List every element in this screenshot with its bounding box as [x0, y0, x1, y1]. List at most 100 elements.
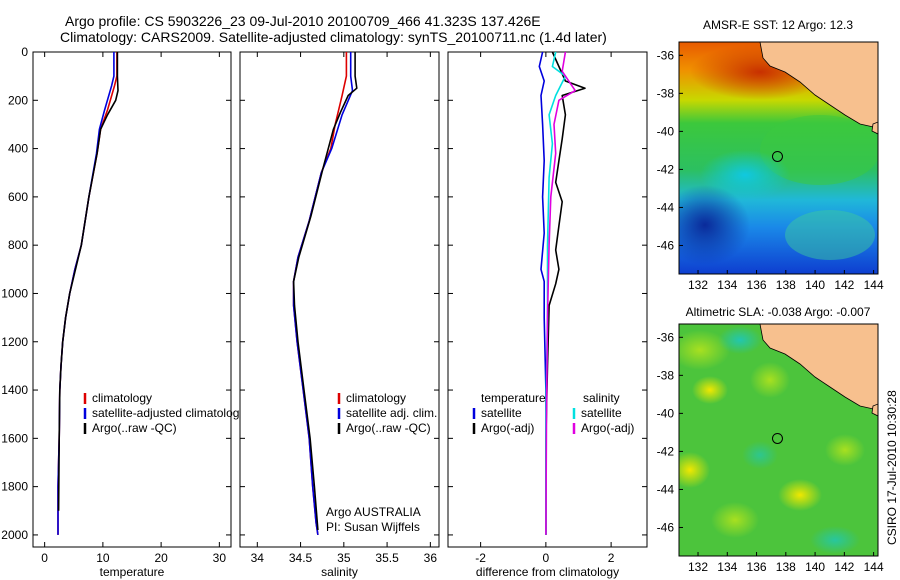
- sst-land-mainland: [759, 42, 878, 129]
- sla-map-xtick-label: 134: [717, 560, 737, 574]
- depth-tick-label: 600: [8, 190, 28, 204]
- sst-land-island: [871, 121, 878, 135]
- sla-map-frame: [678, 323, 879, 557]
- salinity-panel: 34 34.5 35 35.5 36 salinity climatologysatelli…: [239, 51, 440, 579]
- depth-tick-label: 2000: [1, 528, 28, 542]
- sla-yellow-patch-6: [711, 502, 759, 538]
- sst-map-argo-location-marker: [771, 150, 783, 162]
- sst-green-patch-south: [785, 210, 875, 260]
- figure-title-line2: Climatology: CARS2009. Satellite-adjuste…: [60, 29, 607, 45]
- sla-map-ytick-label: -46: [657, 520, 675, 534]
- sla-yellow-patch-3: [679, 452, 710, 488]
- sst-map-ytick-label: -40: [657, 124, 675, 138]
- difference-xtick-label: 2: [608, 551, 615, 565]
- sla-map-xtick-label: 132: [688, 560, 708, 574]
- depth-tick-label: 1000: [1, 286, 28, 300]
- sla-map-title: Altimetric SLA: -0.038 Argo: -0.007: [686, 305, 871, 319]
- sla-map-ytick-label: -38: [657, 368, 675, 382]
- sla-yellow-patch-1: [692, 376, 728, 404]
- salinity-xlabel: salinity: [321, 565, 358, 579]
- temperature-panel: 0 10 20 30 temperature 0 200 400 600 800 1000 1200 1…: [1, 45, 245, 579]
- sst-map-ytick-label: -44: [657, 200, 675, 214]
- temperature-xtick-label: 10: [96, 551, 110, 565]
- diff-legend-sal-argo-label: Argo(-adj): [581, 421, 634, 435]
- sst-map-ytick-label: -38: [657, 86, 675, 100]
- sla-map-ytick-label: -42: [657, 444, 675, 458]
- side-label: CSIRO 17-Jul-2010 10:30:28: [885, 390, 899, 545]
- depth-tick-label: 400: [8, 142, 28, 156]
- temperature-xlabel: temperature: [100, 565, 165, 579]
- sst-map-xtick-label: 138: [776, 278, 796, 292]
- depth-tick-label: 1800: [1, 480, 28, 494]
- sla-map-xtick-label: 144: [864, 560, 884, 574]
- argo-pi-label: PI: Susan Wijffels: [326, 520, 420, 534]
- sst-green-patch: [760, 115, 878, 185]
- depth-tick-label: 1200: [1, 335, 28, 349]
- difference-xtick-label: 0: [543, 551, 550, 565]
- sst-map-title: AMSR-E SST: 12 Argo: 12.3: [703, 18, 853, 32]
- temperature-xtick-label: 20: [154, 551, 168, 565]
- temperature-xtick-label: 30: [213, 551, 227, 565]
- sal-legend-climatology-label: climatology: [346, 391, 406, 405]
- temp-legend-satellite-label: satellite-adjusted climatology: [92, 406, 245, 420]
- sst-map-xtick-label: 132: [688, 278, 708, 292]
- salinity-xtick-label: 35.5: [375, 551, 399, 565]
- sst-map-xtick-label: 134: [717, 278, 737, 292]
- sla-map-xtick-label: 140: [805, 560, 825, 574]
- sla-yellow-patch-4: [778, 479, 822, 511]
- depth-tick-label: 200: [8, 93, 28, 107]
- sst-map-xtick-label: 144: [864, 278, 884, 292]
- sst-map-xtick-label: 136: [747, 278, 767, 292]
- sla-land-island: [871, 403, 878, 417]
- salinity-series-argo-raw-qc-: [292, 52, 358, 531]
- sla-yellow-patch-5: [825, 434, 865, 466]
- sal-legend-argo-label: Argo(..raw -QC): [346, 421, 431, 435]
- sst-map-xtick-label: 140: [805, 278, 825, 292]
- sla-yellow-patch-2: [750, 362, 790, 398]
- sst-map: AMSR-E SST: 12 Argo: 12.3: [679, 18, 878, 274]
- sst-map-xtick-label: 142: [834, 278, 854, 292]
- sst-map-ytick-label: -36: [657, 48, 675, 62]
- diff-legend-temp-argo-label: Argo(-adj): [481, 421, 534, 435]
- sla-map-xtick-label: 136: [747, 560, 767, 574]
- sst-map-ytick-label: -42: [657, 162, 675, 176]
- sla-map-ytick-label: -44: [657, 482, 675, 496]
- argo-program-label: Argo AUSTRALIA: [326, 505, 421, 519]
- temperature-xtick-label: 0: [41, 551, 48, 565]
- sla-map-argo-location-marker: [771, 432, 783, 444]
- difference-series-salinity-argo-adj-: [545, 51, 577, 535]
- depth-tick-label: 800: [8, 238, 28, 252]
- sla-cyan-patch-1: [718, 326, 762, 354]
- salinity-xtick-label: 35: [337, 551, 351, 565]
- sal-legend-satellite-label: satellite adj. clim.: [346, 406, 437, 420]
- depth-tick-label: 0: [21, 45, 28, 59]
- sla-cyan-patch-3: [742, 441, 778, 469]
- depth-tick-label: 1400: [1, 383, 28, 397]
- map-axes: 132 134 136 138 140 142 144 -36 -38 -40 -42 -44 -46 1…: [657, 41, 884, 574]
- sla-cyan-patch-2: [810, 526, 860, 554]
- sla-map-xtick-label: 142: [834, 560, 854, 574]
- temp-legend-climatology-label: climatology: [92, 391, 152, 405]
- salinity-xtick-label: 34: [251, 551, 265, 565]
- sla-map-xtick-label: 138: [776, 560, 796, 574]
- diff-legend-temp-title: temperature: [481, 391, 546, 405]
- depth-tick-label: 1600: [1, 431, 28, 445]
- temp-legend-argo-label: Argo(..raw -QC): [92, 421, 177, 435]
- diff-legend-temp-satellite-label: satellite: [481, 406, 522, 420]
- diff-legend-sal-title: salinity: [583, 391, 620, 405]
- sla-map: Altimetric SLA: -0.038 Argo: -0.007: [679, 305, 878, 556]
- figure-title-line1: Argo profile: CS 5903226_23 09-Jul-2010 …: [65, 13, 541, 29]
- sla-map-ytick-label: -40: [657, 406, 675, 420]
- diff-legend-sal-satellite-label: satellite: [581, 406, 622, 420]
- sla-lime-patch-1: [679, 330, 730, 370]
- salinity-xtick-label: 34.5: [289, 551, 313, 565]
- salinity-xtick-label: 36: [424, 551, 438, 565]
- sla-map-ytick-label: -36: [657, 330, 675, 344]
- difference-series-temperature-satellite: [538, 51, 547, 535]
- temperature-series-argo-raw-qc-: [57, 52, 119, 511]
- sst-cold-patch: [679, 185, 750, 265]
- sst-cyan-patch: [700, 150, 790, 200]
- sst-map-frame: [678, 41, 879, 275]
